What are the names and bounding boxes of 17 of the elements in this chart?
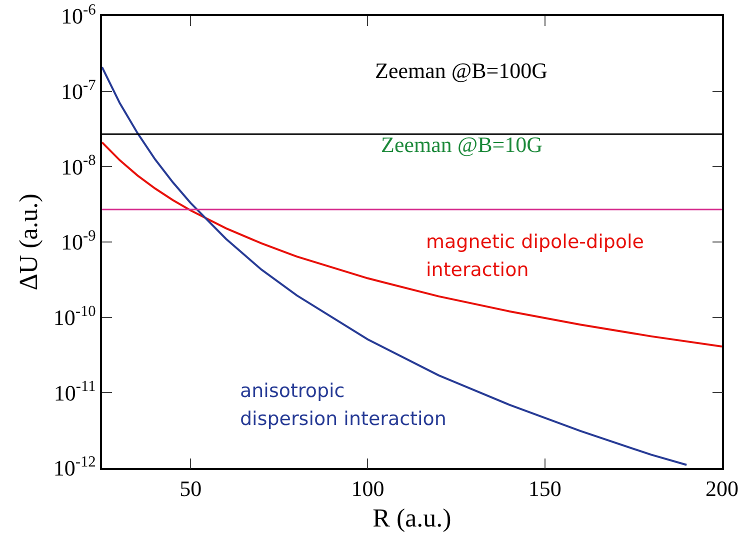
y-tick-label: 10$^{-12}$ [53,453,96,481]
x-tick-label: 200 [706,476,738,502]
x-axis-title: R (a.u.) [372,503,452,532]
y-tick-label: 10$^{-11}$ [54,378,96,406]
y-tick-label: 10$^{-8}$ [61,152,96,180]
annotation: Zeeman @B=100G [375,58,548,83]
x-tick-label: 50 [180,476,202,502]
series-label: anisotropic dispersion interaction [240,380,446,430]
y-axis-title: ΔU (a.u.) [14,194,44,290]
y-tick-label: 10$^{-6}$ [61,1,96,29]
x-tick-label: 100 [351,476,384,502]
series-label: magnetic dipole-dipole interaction [426,231,644,281]
y-tick-label: 10$^{-9}$ [61,227,96,255]
y-tick-label: 10$^{-7}$ [61,76,96,104]
annotation: Zeeman @B=10G [381,132,543,157]
x-tick-label: 150 [528,476,562,502]
y-tick-label: 10$^{-10}$ [53,302,96,330]
